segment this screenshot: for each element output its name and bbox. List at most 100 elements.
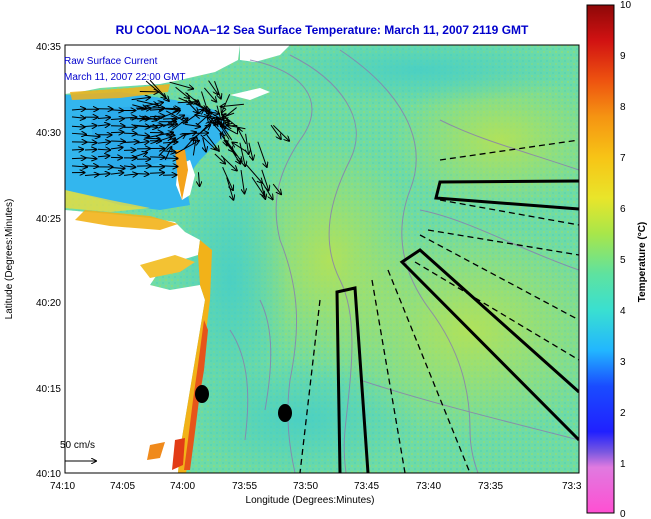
x-tick-label: 74:10 [50,481,75,492]
current-vector [110,110,123,111]
surface-current-vectors [71,79,289,200]
current-vector [203,87,216,102]
current-vector [149,173,164,174]
current-vector [200,134,216,150]
current-vector [97,124,109,125]
current-vector [84,174,99,175]
colorbar-tick: 2 [620,408,626,419]
current-vector [71,133,86,134]
y-tick-label: 40:25 [36,214,61,225]
y-tick-label: 40:30 [36,128,61,139]
current-vector [110,147,123,148]
colorbar-tick: 3 [620,357,626,368]
current-vector [110,141,125,142]
current-vector [208,80,218,95]
current-vector [142,115,156,120]
current-vector [226,177,234,199]
current-vector [145,80,166,98]
x-tick-label: 73:45 [354,481,379,492]
y-axis-label: Latitude (Degrees:Minutes) [4,199,15,320]
current-vector [150,137,171,145]
current-vector [203,137,206,152]
current-vector [272,124,289,141]
x-axis-label: Longitude (Degrees:Minutes) [246,495,375,506]
current-vector [136,142,149,143]
current-vector [246,133,249,154]
x-tick-label: 74:05 [110,481,135,492]
current-vector [133,125,158,127]
x-tick-label: 73:55 [232,481,257,492]
colorbar-label: Temperature (°C) [637,222,648,303]
current-vector [222,167,233,190]
colorbar-tick: 0 [620,509,626,519]
sampling-boxes [335,179,579,473]
current-vector [214,80,221,98]
current-vector [205,111,215,124]
land-north [65,45,240,94]
current-vector [71,158,86,159]
current-vector [97,118,110,119]
y-tick-label: 40:20 [36,298,61,309]
current-vector [162,118,176,119]
current-vector [177,101,198,102]
current-vector [130,153,147,159]
current-vector [71,117,85,118]
station-marker-2 [278,404,292,422]
current-vector [171,118,187,131]
current-vector [71,166,87,167]
current-vector [239,142,245,166]
y-tick-label: 40:35 [36,42,61,53]
current-vector [84,166,98,167]
colorbar-tick: 1 [620,459,626,470]
radar-coverage-lines [299,139,579,473]
current-vector [261,169,269,190]
scale-label: 50 cm/s [60,440,95,451]
current-vector [97,174,110,175]
y-tick-label: 40:10 [36,469,61,480]
current-vector [110,119,124,120]
current-vector [257,141,267,167]
x-tick-label: 74:00 [170,481,195,492]
current-vector [97,142,110,143]
current-vector [84,158,96,159]
current-vector [84,142,97,143]
current-vector [164,147,171,161]
current-vector [178,97,192,104]
current-vector [193,137,196,156]
x-tick-label: 73:35 [478,481,503,492]
inset-label-2: March 11, 2007 22:00 GMT [64,72,186,83]
current-vector [71,149,83,150]
x-tick-label: 73:3 [562,481,582,492]
current-vector [232,142,247,152]
x-tick-label: 73:40 [416,481,441,492]
bathymetry-contours [229,49,579,473]
y-axis: 40:35 40:30 40:25 40:20 40:15 40:10 [36,42,61,480]
current-vector [123,166,135,167]
colorbar-tick: 6 [620,204,626,215]
current-vector [71,126,85,127]
current-vector [162,166,178,167]
coastal-warm-strip [178,240,212,473]
current-vector [184,124,200,126]
current-vector [145,132,173,139]
current-vector [238,129,247,145]
current-vector [221,104,244,106]
current-vector [200,91,208,114]
current-vector [232,151,241,163]
current-vector [123,117,136,118]
current-vector [143,102,163,107]
current-vector [71,109,85,110]
current-vector [162,158,178,159]
current-vector [175,86,189,98]
station-marker-1 [195,385,209,403]
current-vector [97,156,109,157]
colorbar-tick: 4 [620,306,626,317]
current-vector [97,149,110,150]
current-vector [129,118,144,119]
current-vector [216,105,222,126]
sst-field [65,45,579,473]
land-west [65,210,205,473]
current-vector [181,132,196,137]
current-vector [131,97,150,99]
